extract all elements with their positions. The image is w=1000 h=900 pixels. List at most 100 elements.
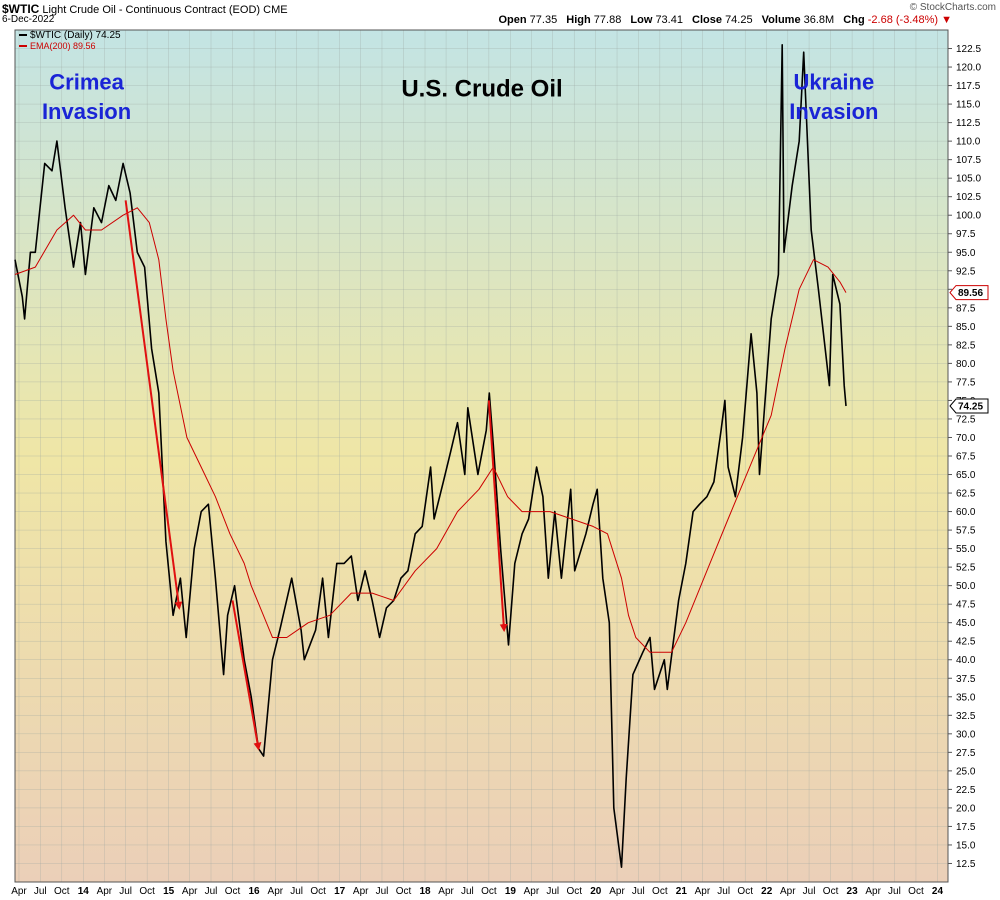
x-tick-label: Oct: [908, 886, 924, 897]
x-tick-label: Oct: [396, 886, 412, 897]
x-tick-label: 16: [248, 886, 260, 897]
open-value: 77.35: [529, 14, 558, 26]
y-tick-label: 117.5: [956, 81, 981, 92]
y-tick-label: 115.0: [956, 100, 981, 111]
x-axis: Apr Jul Oct 14 Apr Jul Oct 15 Apr Jul Oct 16 Apr Jul O…: [11, 886, 943, 897]
y-tick-label: 65.0: [956, 470, 976, 481]
event-annotation: Invasion: [789, 99, 878, 124]
y-tick-label: 42.5: [956, 637, 976, 648]
y-tick-label: 102.5: [956, 192, 981, 203]
chart-title: U.S. Crude Oil: [401, 76, 562, 103]
y-tick-label: 105.0: [956, 174, 981, 185]
x-tick-label: Jul: [717, 886, 730, 897]
price-value-tag: 74.25: [949, 398, 989, 414]
x-tick-label: 24: [932, 886, 944, 897]
price-series-line: [14, 43, 847, 869]
y-tick-label: 35.0: [956, 692, 976, 703]
y-tick-label: 112.5: [956, 118, 981, 129]
close-label: Close: [692, 14, 722, 26]
volume-value: 36.8M: [803, 14, 835, 26]
y-tick-label: 85.0: [956, 322, 976, 333]
ema-value-tag: 89.56: [949, 285, 989, 301]
x-tick-label: 21: [676, 886, 688, 897]
x-tick-label: Jul: [803, 886, 816, 897]
high-value: 77.88: [593, 14, 622, 26]
chart-date: 6-Dec-2022: [2, 14, 55, 25]
y-tick-label: 120.0: [956, 63, 981, 74]
x-tick-label: Jul: [888, 886, 901, 897]
x-tick-label: Apr: [438, 886, 454, 897]
y-tick-label: 67.5: [956, 452, 976, 463]
high-label: High: [566, 14, 591, 26]
grid: [15, 30, 948, 882]
price-value-tag-label: 74.25: [958, 401, 983, 412]
x-tick-label: Oct: [652, 886, 668, 897]
symbol-label: $WTIC: [2, 2, 40, 16]
x-tick-label: 17: [334, 886, 346, 897]
x-tick-label: Jul: [461, 886, 474, 897]
y-tick-label: 32.5: [956, 711, 976, 722]
symbol-description: Light Crude Oil - Continuous Contract (E…: [42, 4, 261, 16]
x-tick-label: Oct: [54, 886, 70, 897]
x-tick-label: Apr: [97, 886, 113, 897]
close-value: 74.25: [725, 14, 753, 26]
x-tick-label: Oct: [310, 886, 326, 897]
ohlc-readout: Open 77.35 High 77.88 Low 73.41 Close 74…: [498, 14, 952, 26]
y-tick-label: 37.5: [956, 674, 976, 685]
y-tick-label: 97.5: [956, 229, 976, 240]
x-tick-label: Jul: [290, 886, 303, 897]
y-tick-label: 52.5: [956, 563, 976, 574]
ema-value-tag-label: 89.56: [958, 288, 983, 299]
chart-symbol-line: $WTIC Light Crude Oil - Continuous Contr…: [2, 2, 288, 16]
x-tick-label: Apr: [11, 886, 27, 897]
x-tick-label: 18: [419, 886, 431, 897]
x-tick-label: Jul: [34, 886, 47, 897]
event-annotation: Ukraine: [794, 69, 875, 94]
y-tick-label: 70.0: [956, 433, 976, 444]
x-tick-label: Apr: [353, 886, 369, 897]
y-tick-label: 57.5: [956, 526, 976, 537]
low-label: Low: [630, 14, 653, 26]
x-tick-label: 14: [78, 886, 90, 897]
y-tick-label: 92.5: [956, 266, 976, 277]
x-tick-label: Oct: [823, 886, 839, 897]
y-tick-label: 110.0: [956, 137, 981, 148]
price-value-tag-box: [949, 398, 989, 414]
x-tick-label: Oct: [225, 886, 241, 897]
y-tick-label: 27.5: [956, 748, 976, 759]
x-tick-label: Oct: [737, 886, 753, 897]
brand-watermark: © StockCharts.com: [909, 2, 996, 13]
y-tick-label: 80.0: [956, 359, 976, 370]
y-tick-label: 47.5: [956, 600, 976, 611]
volume-label: Volume: [761, 14, 801, 26]
trend-arrow: [487, 400, 508, 633]
x-tick-label: Jul: [119, 886, 132, 897]
y-tick-label: 15.0: [956, 840, 976, 851]
y-tick-label: 17.5: [956, 822, 976, 833]
y-tick-label: 72.5: [956, 414, 976, 425]
x-tick-label: Apr: [865, 886, 881, 897]
y-tick-label: 22.5: [956, 785, 976, 796]
change-down-icon: ▼: [941, 14, 952, 26]
legend-label: $WTIC (Daily) 74.25: [30, 30, 121, 41]
x-tick-label: 19: [505, 886, 517, 897]
x-tick-label: Oct: [566, 886, 582, 897]
x-tick-label: 15: [163, 886, 175, 897]
y-tick-label: 45.0: [956, 618, 976, 629]
y-tick-label: 62.5: [956, 489, 976, 500]
y-axis: 12.5 15.0 17.5 20.0 22.5 25.0 27.5 30.0 32.5 35.0…: [948, 44, 981, 870]
y-tick-label: 55.0: [956, 544, 976, 555]
y-tick-label: 82.5: [956, 340, 976, 351]
trend-arrow: [124, 200, 183, 610]
x-tick-label: 20: [590, 886, 602, 897]
legend-label: EMA(200) 89.56: [30, 41, 96, 51]
x-tick-label: Apr: [182, 886, 198, 897]
event-annotation: Invasion: [42, 99, 131, 124]
x-tick-label: Jul: [632, 886, 645, 897]
x-tick-label: Oct: [139, 886, 155, 897]
y-tick-label: 100.0: [956, 211, 981, 222]
y-tick-label: 25.0: [956, 766, 976, 777]
x-tick-label: Oct: [481, 886, 497, 897]
x-tick-label: 23: [847, 886, 859, 897]
